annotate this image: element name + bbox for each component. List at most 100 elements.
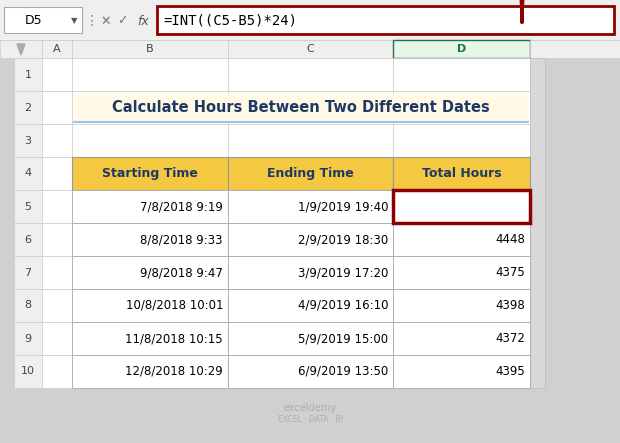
Bar <box>72 190 228 223</box>
Bar <box>393 355 530 388</box>
Bar <box>14 289 42 322</box>
Bar <box>72 157 228 190</box>
Text: D: D <box>457 44 466 54</box>
Bar <box>42 190 72 223</box>
Bar <box>14 322 42 355</box>
Text: fx: fx <box>137 15 149 27</box>
Bar <box>72 355 228 388</box>
Bar <box>72 289 228 322</box>
Bar <box>228 223 393 256</box>
FancyBboxPatch shape <box>157 6 614 34</box>
Bar <box>393 355 530 388</box>
Text: 9/8/2018 9:47: 9/8/2018 9:47 <box>140 266 223 279</box>
Text: 2/9/2019 18:30: 2/9/2019 18:30 <box>298 233 388 246</box>
Text: Ending Time: Ending Time <box>267 167 354 180</box>
Bar <box>228 355 393 388</box>
Bar <box>14 223 42 256</box>
Bar <box>530 40 620 58</box>
Text: 5: 5 <box>25 202 32 211</box>
Bar <box>393 40 530 58</box>
Text: 11/8/2018 10:15: 11/8/2018 10:15 <box>125 332 223 345</box>
Bar <box>42 58 545 388</box>
Text: =INT((C5-B5)*24): =INT((C5-B5)*24) <box>163 13 297 27</box>
Text: Starting Time: Starting Time <box>102 167 198 180</box>
Text: 3/9/2019 17:20: 3/9/2019 17:20 <box>298 266 388 279</box>
Bar <box>393 322 530 355</box>
Bar <box>72 157 228 190</box>
Bar <box>228 157 393 190</box>
Text: Calculate Hours Between Two Different Dates: Calculate Hours Between Two Different Da… <box>112 100 490 115</box>
Text: 4398: 4398 <box>495 299 525 312</box>
Polygon shape <box>17 44 25 55</box>
Text: EXCEL · DATA · BI: EXCEL · DATA · BI <box>278 415 342 424</box>
Text: 2: 2 <box>24 102 32 113</box>
Bar <box>72 355 228 388</box>
Bar <box>228 190 393 223</box>
Bar <box>228 256 393 289</box>
Bar <box>42 157 72 190</box>
Bar <box>393 289 530 322</box>
Bar <box>393 223 530 256</box>
Text: 4448: 4448 <box>495 233 525 246</box>
Text: ⋮: ⋮ <box>85 14 99 28</box>
Bar <box>393 256 530 289</box>
Bar <box>42 124 72 157</box>
Bar <box>72 58 228 91</box>
Bar <box>393 289 530 322</box>
Bar <box>393 58 530 91</box>
Text: B: B <box>146 44 154 54</box>
Text: 4/9/2019 16:10: 4/9/2019 16:10 <box>298 299 388 312</box>
Text: D5: D5 <box>25 13 43 27</box>
Text: C: C <box>307 44 314 54</box>
Bar <box>14 91 42 124</box>
Text: ✕: ✕ <box>100 15 111 27</box>
Bar <box>42 322 72 355</box>
Bar <box>393 190 530 223</box>
Bar <box>14 190 42 223</box>
Bar <box>530 58 545 388</box>
Bar <box>393 322 530 355</box>
Text: 3: 3 <box>25 136 32 145</box>
Bar <box>228 91 393 124</box>
Text: 7: 7 <box>24 268 32 277</box>
Bar <box>228 322 393 355</box>
Bar <box>72 289 228 322</box>
Bar <box>228 289 393 322</box>
Text: 4372: 4372 <box>495 332 525 345</box>
Bar <box>72 40 228 58</box>
Bar <box>393 223 530 256</box>
Bar <box>42 289 72 322</box>
Bar <box>72 223 228 256</box>
FancyBboxPatch shape <box>4 7 82 33</box>
Bar <box>72 256 228 289</box>
Text: 9: 9 <box>24 334 32 343</box>
Text: 7/8/2018 9:19: 7/8/2018 9:19 <box>140 200 223 213</box>
Text: 4395: 4395 <box>495 365 525 378</box>
Bar <box>74 94 528 122</box>
Text: 6: 6 <box>25 234 32 245</box>
Bar <box>393 256 530 289</box>
Bar <box>72 124 228 157</box>
Text: 4: 4 <box>24 168 32 179</box>
Text: 8: 8 <box>24 300 32 311</box>
Bar <box>0 40 620 58</box>
Text: 4450: 4450 <box>495 200 525 213</box>
Text: ▼: ▼ <box>71 16 78 26</box>
Bar <box>72 256 228 289</box>
Text: 1: 1 <box>25 70 32 79</box>
Bar <box>42 256 72 289</box>
Bar <box>14 256 42 289</box>
Text: 8/8/2018 9:33: 8/8/2018 9:33 <box>141 233 223 246</box>
Text: Total Hours: Total Hours <box>422 167 502 180</box>
Bar <box>42 355 72 388</box>
Bar <box>14 124 42 157</box>
Bar <box>14 157 42 190</box>
Bar <box>228 289 393 322</box>
Text: 10/8/2018 10:01: 10/8/2018 10:01 <box>125 299 223 312</box>
Bar <box>228 190 393 223</box>
Bar <box>0 0 620 40</box>
Text: 1/9/2019 19:40: 1/9/2019 19:40 <box>298 200 388 213</box>
Bar <box>228 58 393 91</box>
Text: 4375: 4375 <box>495 266 525 279</box>
Bar <box>228 40 393 58</box>
